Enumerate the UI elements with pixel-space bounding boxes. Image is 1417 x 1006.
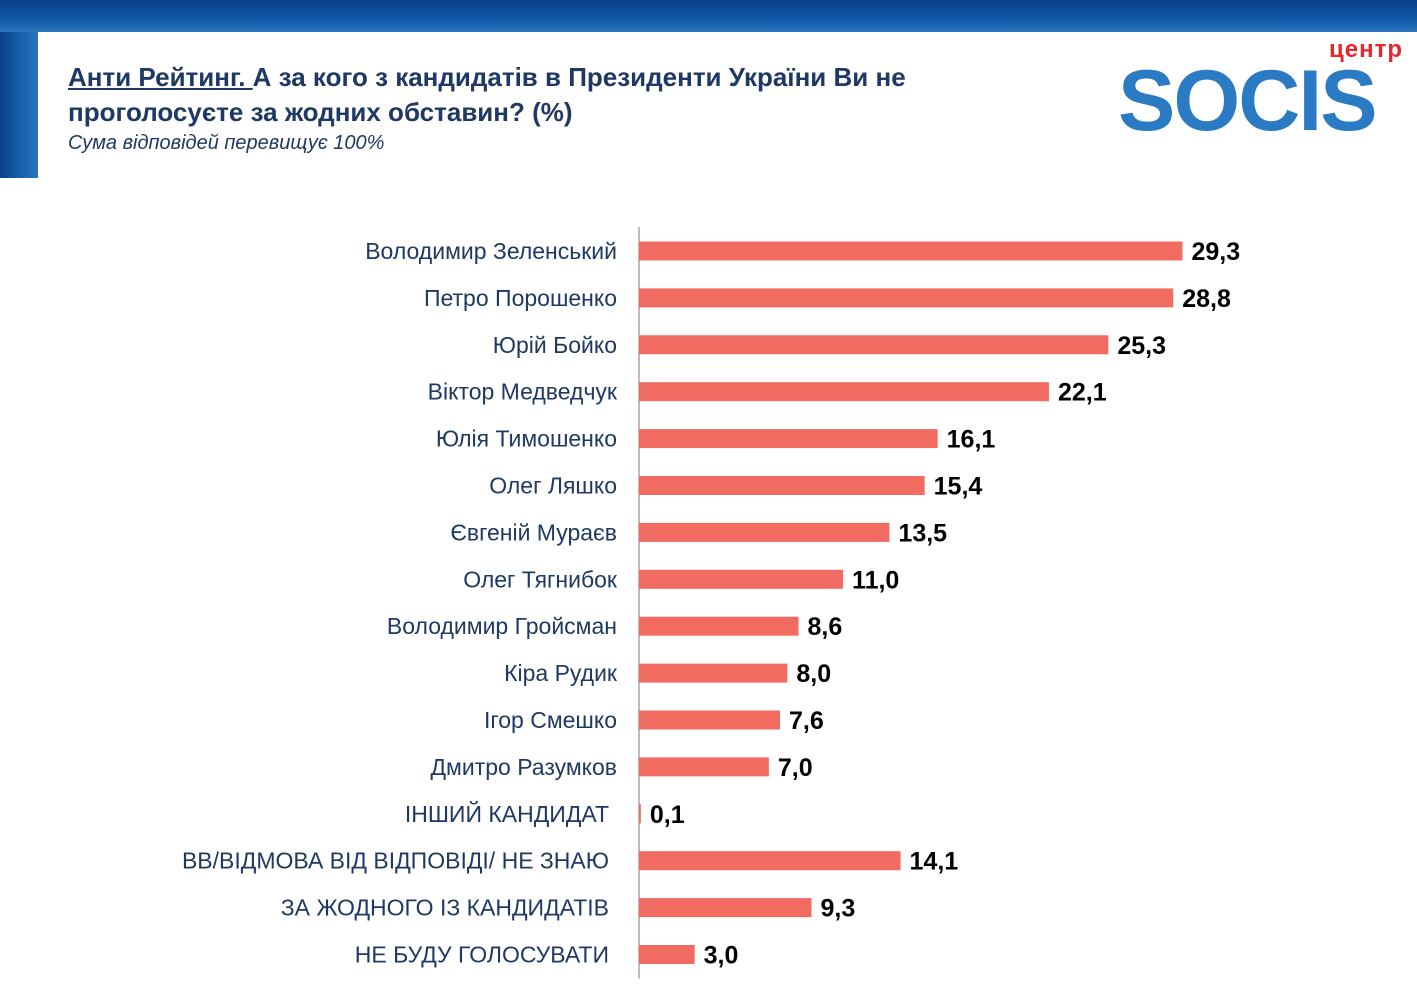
chart-subtitle: Сума відповідей перевищує 100%: [68, 132, 385, 154]
value-label: 7,6: [789, 707, 824, 735]
value-label: 9,3: [821, 895, 856, 923]
bar: [639, 241, 1183, 261]
logo-small-text: центр: [1328, 36, 1403, 63]
value-label: 16,1: [947, 426, 996, 454]
header-top-band: [0, 0, 1417, 32]
category-label: НЕ БУДУ ГОЛОСУВАТИ: [355, 942, 609, 968]
bar: [639, 945, 695, 964]
bar: [639, 616, 799, 636]
bar: [639, 710, 780, 730]
value-label: 8,0: [796, 660, 831, 688]
bar: [639, 851, 901, 871]
category-label: Дмитро Разумков: [430, 754, 617, 780]
category-label: Петро Порошенко: [424, 285, 617, 311]
bar: [639, 569, 844, 589]
category-label: Володимир Зеленський: [365, 238, 617, 264]
bar: [639, 335, 1109, 355]
bar: [639, 476, 925, 495]
value-label: 3,0: [704, 942, 739, 970]
socis-logo: центр SOCIS: [1118, 36, 1413, 146]
value-label: 0,1: [650, 801, 685, 829]
category-label: ІНШИЙ КАНДИДАТ: [405, 800, 609, 827]
value-label: 8,6: [808, 613, 843, 641]
category-label: Віктор Медведчук: [428, 379, 618, 405]
title-prefix: Анти Рейтинг.: [68, 62, 253, 92]
bar: [639, 429, 938, 449]
category-label: Юлія Тимошенко: [436, 426, 617, 452]
value-label: 7,0: [778, 754, 813, 782]
value-label: 13,5: [898, 519, 947, 547]
value-label: 22,1: [1058, 379, 1107, 407]
category-label: Володимир Гройсман: [387, 613, 617, 639]
bar: [639, 804, 641, 824]
category-label: Юрій Бойко: [493, 332, 617, 358]
category-label: Олег Ляшко: [489, 473, 617, 499]
chart-title: Анти Рейтинг. А за кого з кандидатів в П…: [68, 60, 1068, 130]
category-label: Кіра Рудик: [504, 660, 618, 686]
bar: [639, 522, 890, 542]
bar: [639, 288, 1174, 308]
category-label: ВВ/ВІДМОВА ВІД ВІДПОВІДІ/ НЕ ЗНАЮ: [182, 848, 609, 874]
value-label: 25,3: [1117, 332, 1166, 360]
value-label: 11,0: [852, 566, 899, 594]
logo-big-text: SOCIS: [1118, 53, 1378, 149]
header-side-band: [0, 32, 38, 178]
bar: [639, 898, 812, 918]
value-label: 15,4: [934, 473, 983, 501]
value-label: 14,1: [910, 848, 959, 876]
category-label: Ігор Смешко: [484, 707, 617, 733]
category-label: Євгеній Мураєв: [450, 519, 617, 545]
title-block: Анти Рейтинг. А за кого з кандидатів в П…: [68, 60, 1068, 156]
category-label: ЗА ЖОДНОГО ІЗ КАНДИДАТІВ: [281, 895, 609, 921]
title-question: А за кого з кандидатів в Президенти Укра…: [68, 62, 906, 127]
bar: [639, 382, 1049, 402]
category-label: Олег Тягнибок: [463, 566, 618, 592]
value-label: 28,8: [1182, 285, 1231, 313]
value-label: 29,3: [1192, 238, 1241, 266]
bar: [639, 663, 788, 683]
bar: [639, 757, 769, 777]
